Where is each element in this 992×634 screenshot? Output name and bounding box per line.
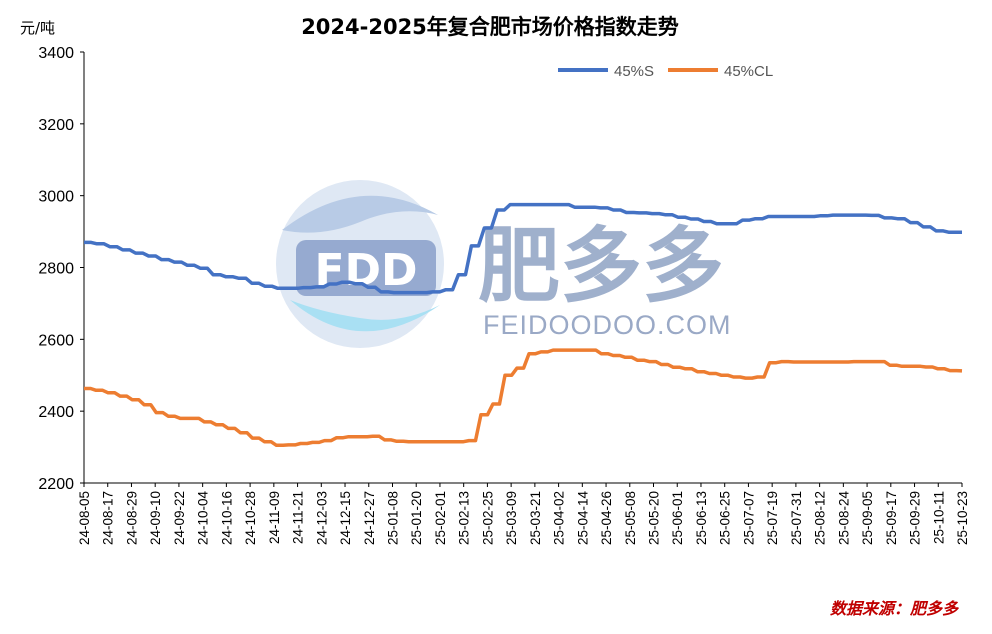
x-tick-label: 24-10-28	[243, 491, 258, 545]
x-tick-label: 25-06-13	[694, 491, 709, 545]
series-line-45cl	[84, 348, 963, 448]
x-tick-label: 24-12-27	[362, 491, 377, 545]
x-tick-label: 25-02-13	[457, 491, 472, 545]
x-tick-label: 25-01-20	[409, 491, 424, 545]
x-tick-label: 24-11-09	[267, 491, 282, 544]
x-tick-label: 25-03-21	[528, 491, 543, 545]
x-tick-label: 25-02-01	[433, 491, 448, 545]
x-tick-label: 25-09-05	[860, 491, 875, 545]
y-tick-label: 2400	[38, 404, 74, 421]
x-tick-label: 25-02-25	[480, 491, 495, 545]
y-tick-label: 3200	[38, 117, 74, 134]
x-tick-label: 24-10-16	[219, 491, 234, 545]
x-tick-label: 25-03-09	[504, 491, 519, 545]
watermark-logo-text: FDD	[314, 245, 417, 296]
x-tick-label: 25-08-24	[836, 491, 851, 546]
watermark: FDD 肥多多 FEIDOODOO.COM	[276, 180, 732, 348]
series-layer	[84, 202, 963, 448]
x-tick-label: 24-08-17	[101, 491, 116, 545]
x-tick-label: 24-12-15	[338, 491, 353, 545]
watermark-brand: 肥多多	[478, 219, 724, 314]
x-tick-label: 25-05-08	[623, 491, 638, 545]
x-tick-label: 24-09-10	[148, 491, 163, 545]
x-tick-label: 25-07-19	[765, 491, 780, 545]
legend-label-45cl: 45%CL	[724, 63, 773, 80]
legend-label-45s: 45%S	[614, 63, 654, 80]
x-tick-label: 24-08-29	[124, 491, 139, 545]
y-tick-label: 2800	[38, 261, 74, 278]
x-tick-label: 25-08-12	[813, 491, 828, 545]
x-tick-label: 24-11-21	[291, 491, 306, 544]
chart-title: 2024-2025年复合肥市场价格指数走势	[301, 15, 679, 39]
x-tick-label: 24-09-22	[172, 491, 187, 545]
legend: 45%S 45%CL	[558, 63, 773, 80]
source-note: 数据来源：肥多多	[830, 599, 960, 618]
x-tick-label: 25-07-31	[789, 491, 804, 545]
x-tick-label: 24-08-05	[77, 491, 92, 545]
x-tick-label: 25-01-08	[385, 491, 400, 545]
y-axis-unit: 元/吨	[20, 19, 55, 37]
x-tick-label: 25-09-29	[908, 491, 923, 545]
x-tick-label: 25-04-02	[552, 491, 567, 545]
y-tick-labels: 2200 2400 2600 2800 3000 3200 3400	[38, 45, 84, 493]
x-tick-labels: 24-08-05 24-08-17 24-08-29 24-09-10 24-09-22…	[77, 483, 970, 545]
x-tick-label: 25-10-11	[931, 491, 946, 544]
x-tick-label: 25-06-01	[670, 491, 685, 545]
watermark-domain: FEIDOODOO.COM	[483, 310, 732, 340]
x-tick-label: 25-07-07	[741, 491, 756, 545]
x-tick-label: 25-10-23	[955, 491, 970, 545]
y-tick-label: 3400	[38, 45, 74, 62]
x-tick-label: 24-12-03	[314, 491, 329, 545]
y-tick-label: 2200	[38, 476, 74, 493]
y-tick-label: 3000	[38, 189, 74, 206]
watermark-logo: FDD	[276, 180, 444, 348]
x-tick-label: 25-09-17	[884, 491, 899, 545]
x-tick-label: 25-05-20	[647, 491, 662, 545]
x-tick-label: 25-06-25	[718, 491, 733, 545]
x-tick-label: 25-04-14	[575, 491, 590, 546]
x-tick-label: 24-10-04	[196, 491, 211, 546]
x-tick-label: 25-04-26	[599, 491, 614, 545]
y-tick-label: 2600	[38, 332, 74, 349]
series-line-45s	[84, 202, 962, 295]
